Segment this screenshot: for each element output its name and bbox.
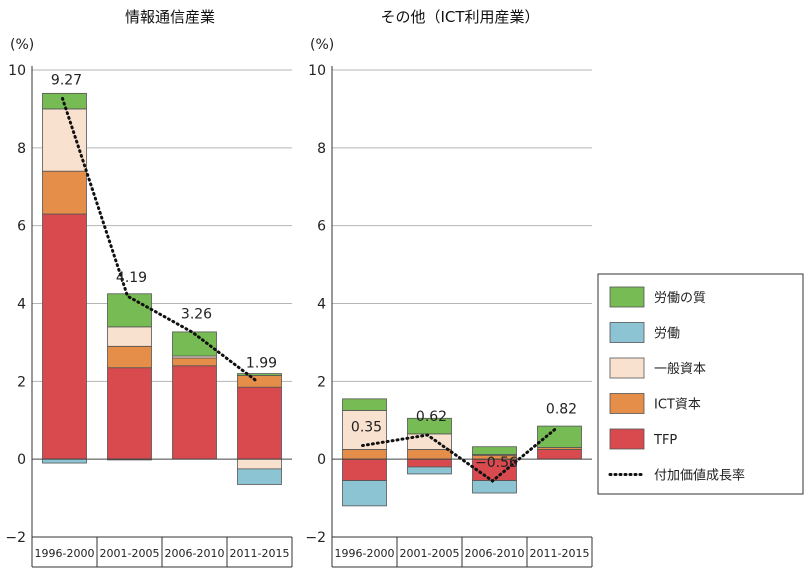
growth-rate-label: 0.62: [416, 409, 447, 425]
y-tick-label: 0: [17, 452, 26, 468]
legend-box: [597, 273, 804, 495]
y-unit-label-2: (%): [310, 37, 334, 53]
bar-segment-labor_quality: [172, 331, 217, 357]
growth-rate-label: 4.19: [116, 270, 147, 286]
x-category-label: 2006-2010: [165, 547, 225, 560]
bar-segment-tfp: [237, 386, 282, 460]
bar-segment-tfp: [537, 449, 582, 460]
growth-rate-label: −0.56: [475, 455, 518, 471]
y-tick-label: 4: [17, 297, 26, 313]
growth-rate-line: [361, 425, 559, 483]
growth-rate-line: [61, 96, 259, 384]
y-tick-label: 2: [17, 374, 26, 390]
legend-swatch-general_capital: [609, 357, 645, 379]
growth-rate-label: 0.35: [351, 420, 382, 436]
legend-swatch-ict_capital: [609, 393, 645, 414]
bar-segment-general_capital: [237, 458, 282, 470]
bar-segment-ict_capital: [342, 449, 387, 460]
y-unit-label-1: (%): [10, 37, 34, 53]
bar-segment-general_capital: [107, 326, 152, 347]
legend-label: 労働の質: [654, 291, 706, 306]
chart-title-2: その他（ICT利用産業）: [380, 8, 539, 26]
x-category-label: 1996-2000: [335, 547, 395, 560]
bar-segment-labor_quality: [537, 425, 582, 448]
bar-segment-tfp: [407, 458, 452, 468]
bar-segment-labor: [407, 466, 452, 475]
bar-segment-tfp: [107, 367, 152, 460]
x-category-label: 2001-2005: [400, 547, 460, 560]
y-tick-label: 6: [317, 219, 326, 235]
bar-segment-labor_quality: [407, 417, 452, 435]
bar-segment-labor: [472, 480, 517, 494]
legend-label: TFP: [653, 433, 677, 448]
legend-swatch-tfp: [609, 428, 645, 450]
legend-swatch-labor_quality: [609, 286, 645, 308]
y-tick-label: 4: [317, 297, 326, 313]
y-tick-label: −2: [5, 530, 26, 546]
bar-segment-ict_capital: [172, 357, 217, 367]
bar-segment-tfp: [42, 213, 87, 460]
bar-segment-labor_quality: [107, 293, 152, 328]
growth-rate-label: 0.82: [546, 401, 577, 417]
x-category-label: 1996-2000: [35, 547, 95, 560]
x-category-label: 2006-2010: [465, 547, 525, 560]
y-tick-label: 10: [8, 63, 26, 79]
bar-segment-ict_capital: [107, 345, 152, 369]
growth-rate-label: 3.26: [181, 306, 212, 322]
y-tick-label: 8: [317, 141, 326, 157]
bar-segment-labor_quality: [237, 373, 282, 376]
y-tick-label: 6: [17, 219, 26, 235]
bar-segment-labor_quality: [342, 398, 387, 411]
bar-segment-labor_quality: [42, 92, 87, 110]
legend-swatch-labor: [609, 322, 645, 343]
x-category-label: 2011-2015: [230, 547, 290, 560]
y-tick-label: 2: [317, 374, 326, 390]
legend-label: 一般資本: [654, 361, 706, 377]
y-tick-label: 10: [308, 63, 326, 79]
bar-segment-labor: [237, 468, 282, 485]
y-tick-label: −2: [305, 530, 326, 546]
x-category-label: 2011-2015: [530, 547, 590, 560]
bar-segment-tfp: [172, 365, 217, 460]
bar-segment-labor_quality: [472, 446, 517, 455]
bar-segment-labor: [342, 480, 387, 507]
y-tick-label: 0: [317, 452, 326, 468]
chart-title-1: 情報通信産業: [125, 8, 215, 26]
bar-segment-ict_capital: [42, 170, 87, 215]
bar-segment-ict_capital: [237, 375, 282, 388]
bar-segment-ict_capital: [407, 449, 452, 460]
legend-label: 付加価値成長率: [654, 468, 745, 484]
bar-segment-tfp: [342, 458, 387, 481]
y-tick-label: 8: [17, 141, 26, 157]
bar-segment-general_capital: [42, 108, 87, 172]
legend-label: ICT資本: [654, 398, 701, 413]
legend-label: 労働: [654, 327, 680, 342]
x-category-label: 2001-2005: [100, 547, 160, 560]
growth-rate-label: 9.27: [51, 72, 82, 88]
bar-segment-labor: [42, 458, 87, 464]
growth-rate-label: 1.99: [246, 356, 277, 372]
